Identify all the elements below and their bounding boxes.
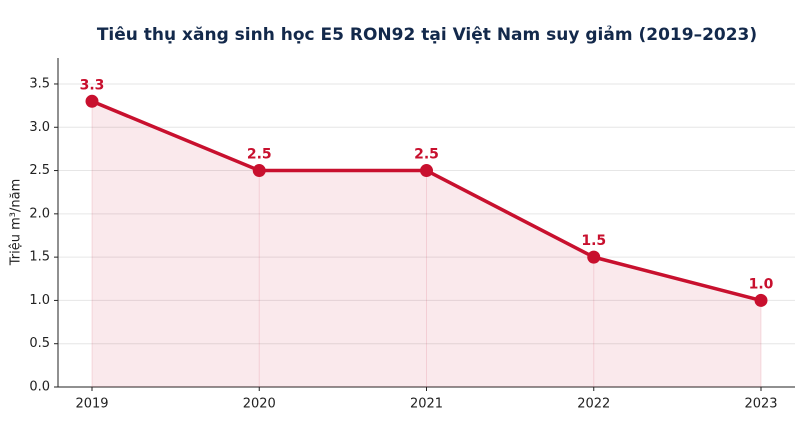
x-tick-label: 2022 (577, 397, 610, 412)
y-tick-label: 2.5 (29, 163, 50, 178)
value-label: 2.5 (247, 147, 272, 163)
point (754, 293, 768, 307)
point (85, 94, 99, 108)
y-tick-label: 3.0 (29, 120, 50, 135)
value-label: 2.5 (414, 147, 439, 163)
y-tick-label: 2.0 (29, 206, 50, 221)
chart-title: Tiêu thụ xăng sinh học E5 RON92 tại Việt… (97, 25, 757, 45)
y-tick-label: 0.5 (29, 336, 50, 351)
value-label: 3.3 (80, 77, 105, 93)
y-tick-label: 1.5 (29, 250, 50, 265)
point (420, 164, 433, 178)
point (587, 250, 601, 264)
value-label: 1.5 (581, 233, 606, 249)
y-tick-label: 3.5 (29, 76, 50, 91)
x-tick-label: 2020 (243, 397, 276, 412)
y-tick-label: 0.0 (29, 380, 50, 395)
y-axis-label: Triệu m³/năm (9, 179, 24, 266)
point (252, 164, 266, 178)
x-tick-label: 2023 (744, 397, 777, 412)
value-label: 1.0 (749, 276, 774, 292)
y-tick-label: 1.0 (29, 293, 50, 308)
x-tick-label: 2021 (410, 397, 443, 412)
x-tick-label: 2019 (75, 397, 108, 412)
